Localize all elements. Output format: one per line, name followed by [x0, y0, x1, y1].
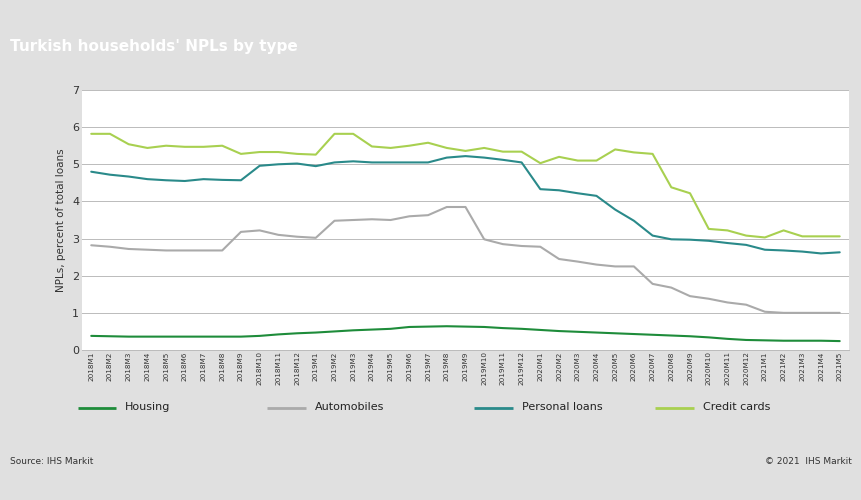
- Text: Source: IHS Markit: Source: IHS Markit: [10, 456, 94, 466]
- Text: Credit cards: Credit cards: [702, 402, 769, 412]
- Y-axis label: NPLs, percent of total loans: NPLs, percent of total loans: [56, 148, 66, 292]
- Text: Personal loans: Personal loans: [521, 402, 602, 412]
- Text: © 2021  IHS Markit: © 2021 IHS Markit: [764, 456, 851, 466]
- Text: Turkish households' NPLs by type: Turkish households' NPLs by type: [10, 39, 298, 54]
- Text: Automobiles: Automobiles: [314, 402, 383, 412]
- Text: Housing: Housing: [125, 402, 170, 412]
